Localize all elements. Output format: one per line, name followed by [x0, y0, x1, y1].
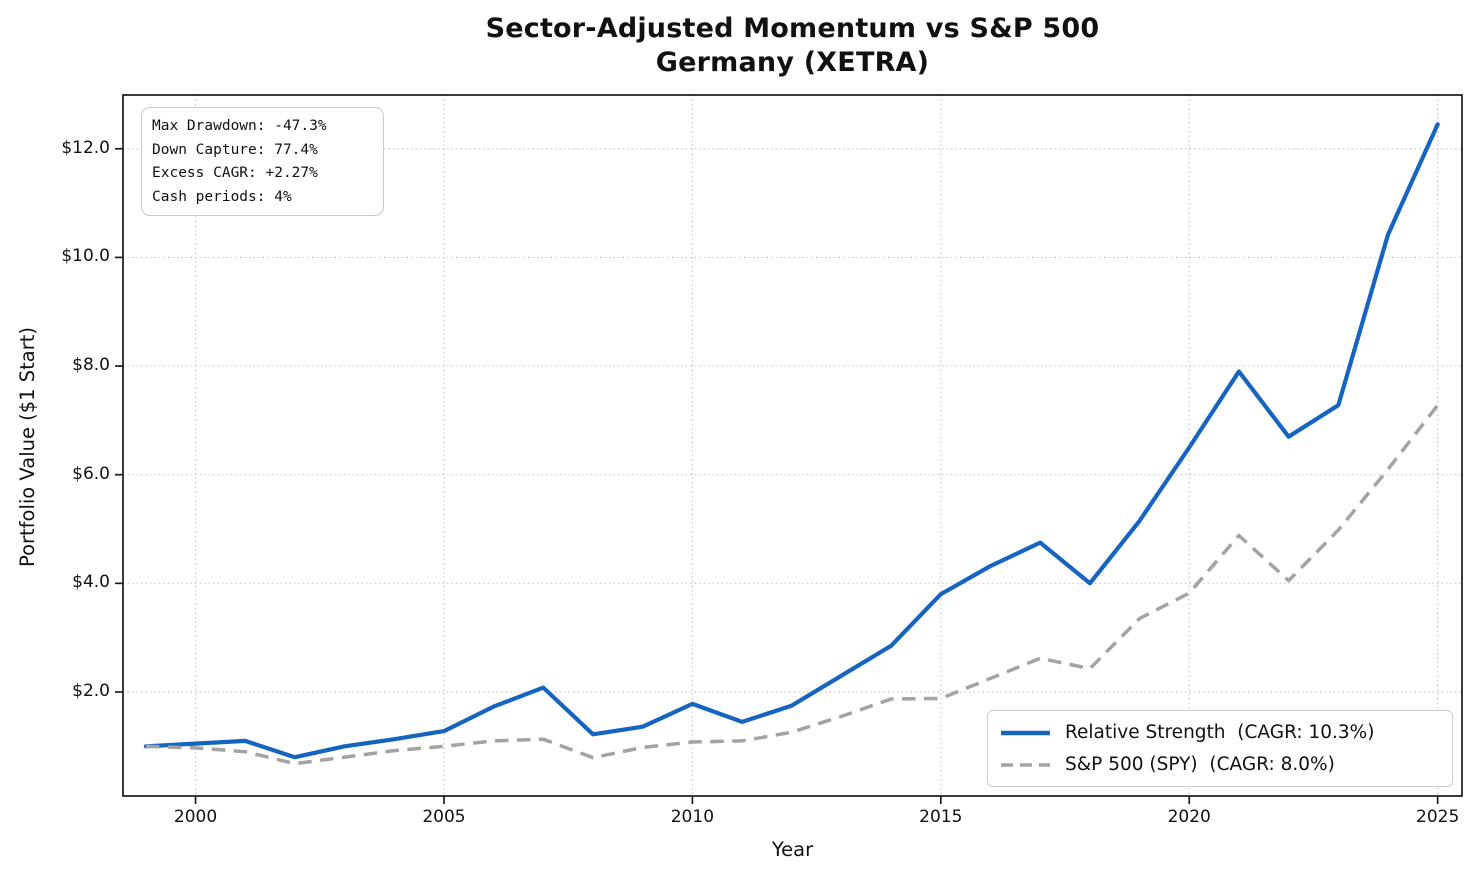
y-tick-label: $10.0: [61, 246, 110, 267]
y-tick-label: $8.0: [72, 355, 110, 376]
x-tick-label: 2010: [670, 807, 715, 827]
x-tick-label: 2025: [1416, 807, 1460, 827]
legend-entry-label: S&P 500 (SPY) (CAGR: 8.0%): [1065, 754, 1335, 775]
x-tick-label: 2020: [1167, 807, 1211, 827]
legend-entry-label: Relative Strength (CAGR: 10.3%): [1065, 722, 1375, 743]
stats-line: Cash periods: 4%: [152, 188, 292, 205]
chart-title-line1: Sector-Adjusted Momentum vs S&P 500: [485, 13, 1100, 44]
y-axis-title: Portfolio Value ($1 Start): [16, 326, 39, 568]
x-axis-title: Year: [771, 838, 814, 861]
x-tick-label: 2015: [919, 807, 963, 827]
y-tick-label: $6.0: [72, 463, 110, 484]
y-tick-label: $12.0: [61, 137, 110, 158]
stats-annotation-box: Max Drawdown: -47.3% Down Capture: 77.4% E…: [141, 107, 384, 216]
chart-title-line2: Germany (XETRA): [655, 47, 930, 78]
dashed-line-sample-icon: [1001, 762, 1050, 767]
series-line-relative-strength: [143, 122, 1440, 760]
y-tick-label: $2.0: [72, 680, 110, 701]
x-tick-label: 2000: [173, 807, 218, 827]
chart-title: Sector-Adjusted Momentum vs S&P 500 Germ…: [123, 12, 1462, 80]
solid-line-sample-icon: [1001, 730, 1050, 735]
stats-line: Down Capture: 77.4%: [152, 141, 318, 158]
y-tick-label: $4.0: [72, 572, 110, 593]
legend-entry: S&P 500 (SPY) (CAGR: 8.0%): [988, 754, 1452, 775]
x-tick-label: 2005: [422, 807, 466, 827]
stats-line: Max Drawdown: -47.3%: [152, 118, 327, 134]
axis-tick-marks: [115, 147, 1439, 804]
series-lines: [143, 122, 1440, 766]
plot-border: [122, 94, 1463, 797]
legend: Relative Strength (CAGR: 10.3%) S&P 500 (…: [987, 710, 1453, 787]
legend-entry: Relative Strength (CAGR: 10.3%): [988, 722, 1452, 743]
stats-line: Excess CAGR: +2.27%: [152, 165, 318, 181]
